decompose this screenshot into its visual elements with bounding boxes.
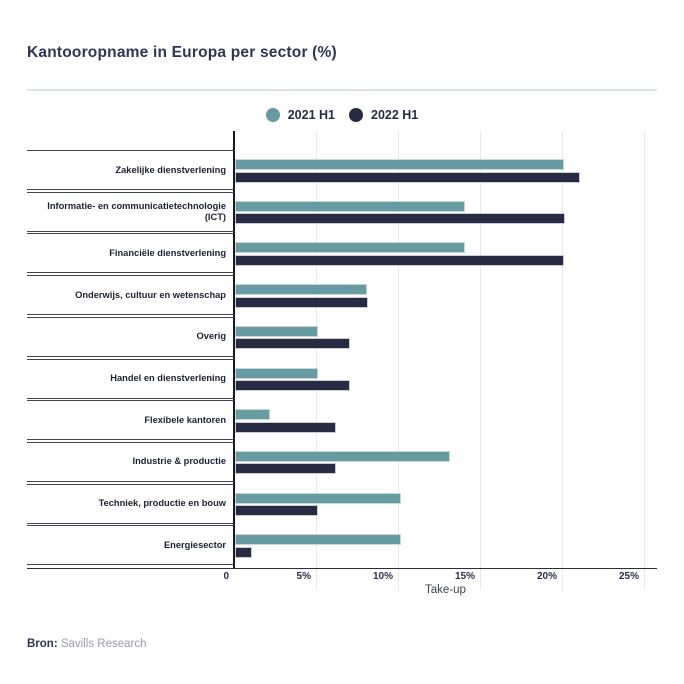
gridline-20 bbox=[562, 131, 563, 590]
bar-2022-h1 bbox=[235, 546, 253, 558]
category-row: Zakelijke dienstverlening bbox=[0, 150, 684, 192]
category-label-cell: Financiële dienstverlening bbox=[27, 233, 234, 274]
bar-2021-h1 bbox=[235, 159, 564, 170]
category-row: Onderwijs, cultuur en wetenschap bbox=[0, 275, 684, 317]
category-row: Energiesector bbox=[0, 525, 684, 567]
legend-label-2021: 2021 H1 bbox=[287, 108, 335, 122]
category-label: Overig bbox=[196, 331, 226, 342]
category-label: Informatie- en communicatietechnologie (… bbox=[47, 200, 226, 222]
category-label-cell: Zakelijke dienstverlening bbox=[27, 150, 234, 190]
bar-2022-h1 bbox=[235, 505, 318, 517]
category-label-cell: Industrie & productie bbox=[27, 441, 234, 482]
bar-2021-h1 bbox=[235, 492, 402, 504]
x-axis-label: Take-up bbox=[425, 584, 466, 596]
x-tick-25%: 25% bbox=[618, 571, 639, 582]
legend: 2021 H1 2022 H1 bbox=[0, 108, 684, 122]
category-label: Flexibele kantoren bbox=[144, 414, 226, 425]
category-label: Techniek, productie en bouw bbox=[98, 498, 226, 509]
bar-2022-h1 bbox=[235, 421, 336, 433]
legend-swatch-2022-icon bbox=[349, 108, 363, 122]
bar-2021-h1 bbox=[235, 284, 367, 296]
title-divider bbox=[27, 89, 657, 91]
gridline-15 bbox=[480, 131, 481, 590]
bar-2022-h1 bbox=[235, 338, 351, 350]
y-axis-line bbox=[233, 131, 236, 569]
category-label: Industrie & productie bbox=[132, 456, 227, 467]
bar-2021-h1 bbox=[235, 534, 402, 546]
source-line: Bron: Savills Research bbox=[27, 638, 147, 650]
x-tick-5%: 5% bbox=[296, 571, 311, 582]
category-row: Informatie- en communicatietechnologie (… bbox=[0, 191, 684, 234]
category-row: Overig bbox=[0, 316, 684, 359]
x-axis-line bbox=[27, 567, 657, 569]
category-label-cell: Techniek, productie en bouw bbox=[27, 483, 234, 524]
category-row: Industrie & productie bbox=[0, 441, 684, 484]
bar-2021-h1 bbox=[235, 325, 318, 337]
bar-2022-h1 bbox=[235, 296, 369, 308]
category-row: Techniek, productie en bouw bbox=[0, 483, 684, 526]
bar-2022-h1 bbox=[235, 254, 564, 266]
category-label: Energiesector bbox=[163, 539, 226, 550]
bar-2022-h1 bbox=[235, 380, 351, 391]
category-row: Financiële dienstverlening bbox=[0, 233, 684, 275]
category-label: Financiële dienstverlening bbox=[109, 247, 226, 258]
bar-2021-h1 bbox=[235, 200, 466, 212]
x-tick-20%: 20% bbox=[536, 571, 557, 582]
bar-2021-h1 bbox=[235, 409, 271, 421]
category-label: Zakelijke dienstverlening bbox=[115, 164, 226, 175]
category-row: Handel en dienstverlening bbox=[0, 358, 684, 401]
x-tick-15%: 15% bbox=[454, 571, 475, 582]
chart-title: Kantooropname in Europa per sector (%) bbox=[27, 44, 337, 61]
legend-item-2022: 2022 H1 bbox=[349, 108, 418, 122]
source-prefix: Bron: bbox=[27, 638, 58, 650]
bar-2021-h1 bbox=[235, 242, 466, 254]
category-label-cell: Overig bbox=[27, 316, 234, 357]
legend-label-2022: 2022 H1 bbox=[371, 108, 419, 122]
gridline-10 bbox=[398, 131, 399, 590]
source-text: Savills Research bbox=[57, 638, 147, 650]
category-label-cell: Flexibele kantoren bbox=[27, 400, 234, 441]
bar-2021-h1 bbox=[235, 450, 451, 462]
category-label: Handel en dienstverlening bbox=[110, 373, 226, 383]
category-label-cell: Informatie- en communicatietechnologie (… bbox=[27, 191, 234, 232]
x-tick-0: 0 bbox=[223, 571, 229, 582]
gridline-5 bbox=[316, 131, 317, 590]
bar-2021-h1 bbox=[235, 367, 318, 379]
category-label-cell: Energiesector bbox=[27, 525, 234, 566]
category-label-cell: Onderwijs, cultuur en wetenschap bbox=[27, 275, 234, 316]
category-label: Onderwijs, cultuur en wetenschap bbox=[75, 289, 226, 300]
category-label-cell: Handel en dienstverlening bbox=[27, 358, 234, 399]
legend-swatch-2021-icon bbox=[265, 108, 280, 122]
bar-2022-h1 bbox=[235, 171, 581, 183]
category-row: Flexibele kantoren bbox=[0, 400, 684, 442]
x-tick-10%: 10% bbox=[372, 571, 393, 582]
gridline-25 bbox=[644, 131, 645, 590]
legend-item-2021: 2021 H1 bbox=[265, 108, 335, 122]
bar-2022-h1 bbox=[235, 463, 336, 475]
bar-2022-h1 bbox=[235, 213, 566, 225]
